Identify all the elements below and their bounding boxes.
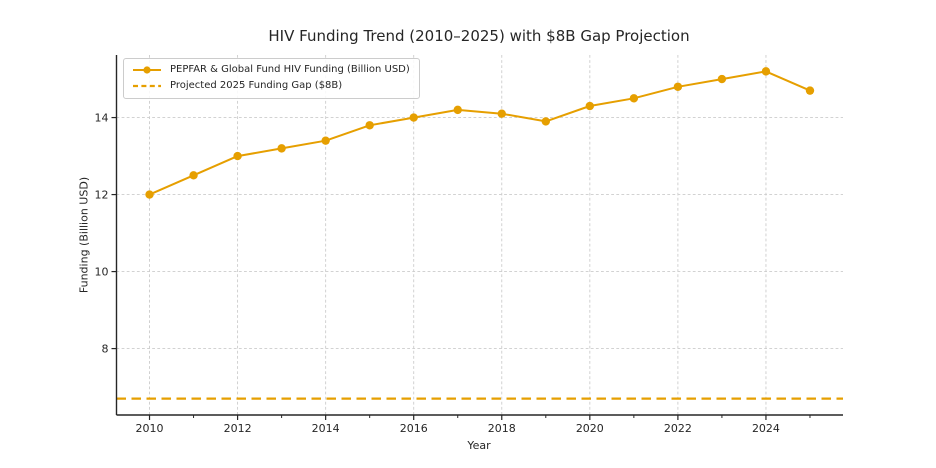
y-tick-label: 14 — [95, 112, 109, 125]
data-point — [321, 136, 330, 145]
x-tick-label: 2014 — [312, 422, 340, 435]
data-point — [585, 101, 595, 111]
data-point — [145, 190, 154, 199]
data-point — [497, 109, 506, 118]
data-point — [453, 105, 462, 115]
data-point — [541, 117, 550, 126]
data-point — [629, 94, 639, 103]
x-tick-label: 2016 — [400, 422, 428, 435]
x-tick-label: 2024 — [752, 422, 780, 435]
x-tick-label: 2020 — [576, 422, 604, 435]
x-tick-label: 2018 — [488, 422, 516, 435]
data-line — [148, 70, 811, 196]
legend-item-funding: PEPFAR & Global Fund HIV Funding (Billio… — [132, 63, 410, 77]
y-tick-label: 12 — [95, 189, 109, 202]
solid-line-marker-icon — [133, 66, 161, 74]
y-tick-label: 10 — [95, 266, 109, 279]
data-point — [673, 82, 683, 91]
x-tick-label: 2022 — [664, 422, 692, 435]
data-point — [233, 151, 242, 161]
dashed-line-icon — [133, 84, 161, 88]
legend: PEPFAR & Global Fund HIV Funding (Billio… — [123, 58, 420, 99]
legend-item-gap: Projected 2025 Funding Gap ($8B) — [132, 79, 410, 93]
x-tick-label: 2012 — [224, 422, 252, 435]
y-tick-label: 8 — [102, 343, 109, 356]
data-point — [805, 86, 815, 95]
data-point — [717, 74, 727, 84]
x-axis-label: Year — [467, 439, 491, 452]
data-point — [189, 171, 198, 180]
data-point — [277, 144, 286, 153]
legend-label-gap: Projected 2025 Funding Gap ($8B) — [170, 80, 343, 91]
data-point — [365, 121, 374, 130]
legend-label-funding: PEPFAR & Global Fund HIV Funding (Billio… — [170, 64, 410, 75]
data-point — [409, 113, 418, 122]
x-tick-label: 2010 — [136, 422, 164, 435]
chart-title: HIV Funding Trend (2010–2025) with $8B G… — [268, 27, 690, 45]
y-axis-label: Funding (Billion USD) — [77, 176, 91, 294]
data-point — [761, 67, 771, 76]
